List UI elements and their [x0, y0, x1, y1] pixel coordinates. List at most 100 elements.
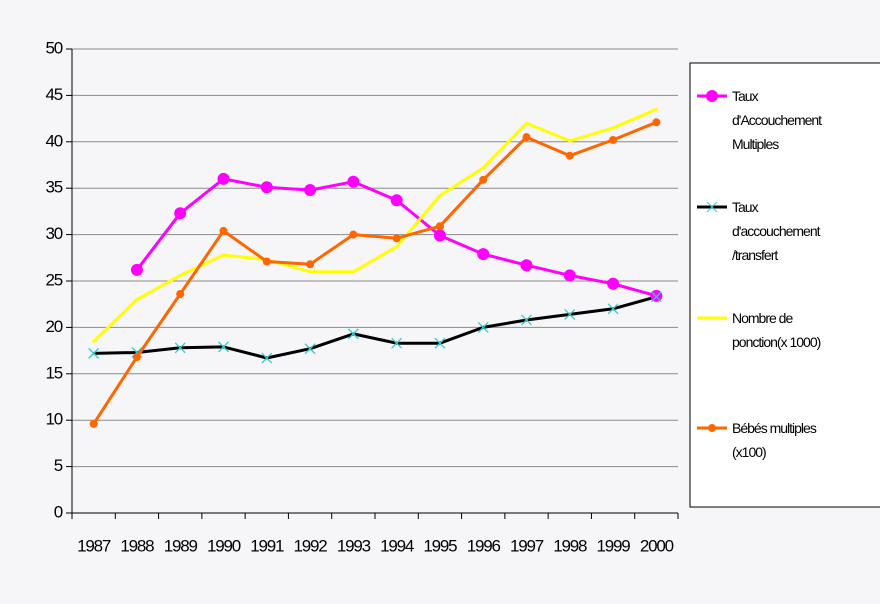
legend-label: Taux d'Accouchement Multiples: [732, 88, 822, 152]
data-point: [479, 175, 488, 184]
data-point: [564, 308, 576, 320]
x-tick-label: 1989: [164, 536, 198, 555]
data-point: [351, 270, 355, 274]
y-tick-label: 35: [45, 178, 62, 197]
data-point: [174, 342, 186, 354]
data-point: [132, 353, 141, 362]
data-point: [304, 343, 316, 355]
data-point: [481, 166, 485, 170]
x-tick-label: 1992: [294, 536, 328, 555]
x-tick-label: 1987: [77, 536, 111, 555]
data-point: [218, 341, 229, 353]
data-point: [135, 298, 139, 302]
x-tick-label: 1999: [597, 536, 631, 555]
data-point: [349, 230, 358, 239]
data-point-stroke: [650, 291, 662, 303]
data-point: [652, 118, 661, 127]
data-point: [477, 248, 490, 261]
y-tick-label: 50: [45, 38, 62, 57]
data-point: [308, 270, 312, 274]
x-tick-label: 1993: [337, 536, 371, 555]
data-point: [262, 257, 271, 266]
y-tick-label: 15: [45, 363, 62, 382]
data-point: [88, 347, 100, 359]
x-tick-label: 1990: [207, 536, 241, 555]
legend-marker: [706, 201, 718, 213]
data-point: [219, 226, 228, 235]
data-point: [92, 339, 96, 343]
data-point: [568, 139, 572, 143]
legend-box: [689, 62, 880, 508]
data-point: [438, 194, 442, 198]
y-tick-label: 0: [54, 502, 63, 521]
data-point: [611, 126, 615, 130]
data-point: [347, 328, 359, 340]
y-tick-label: 45: [45, 85, 62, 104]
data-point: [130, 263, 143, 276]
data-point-stroke: [218, 341, 229, 353]
data-point: [563, 269, 576, 282]
data-point: [521, 314, 532, 326]
x-tick-label: 1988: [120, 536, 154, 555]
data-point-stroke: [564, 308, 576, 320]
data-point: [347, 175, 360, 188]
series-line: [92, 120, 657, 425]
data-point-stroke: [391, 337, 403, 349]
data-point: [304, 184, 317, 197]
x-tick-label: 1994: [380, 536, 414, 555]
data-point: [522, 133, 531, 142]
data-point: [434, 337, 446, 349]
data-point-stroke: [477, 321, 489, 333]
x-tick-label: 1997: [510, 536, 544, 555]
series-line: [93, 295, 657, 360]
x-tick-label: 1996: [467, 536, 501, 555]
data-point: [520, 259, 533, 272]
data-point: [306, 260, 315, 269]
data-point: [477, 321, 489, 333]
series-line: [92, 107, 657, 343]
data-point: [217, 172, 230, 185]
legend-marker: [706, 90, 718, 102]
data-point-stroke: [607, 303, 619, 315]
data-point-stroke: [174, 342, 186, 354]
y-tick-label: 30: [45, 224, 62, 243]
data-point-stroke: [261, 352, 273, 364]
data-point: [607, 303, 619, 315]
data-point: [433, 229, 446, 242]
data-point-stroke: [521, 314, 532, 326]
x-tick-label: 1998: [553, 536, 587, 555]
data-point: [525, 121, 528, 125]
legend-marker: [708, 424, 716, 432]
data-point-stroke: [347, 328, 359, 340]
data-point: [174, 207, 187, 220]
x-tick-label: 1991: [250, 536, 284, 555]
data-point-stroke: [88, 347, 100, 359]
legend-label: Nombre de ponction(x 1000): [732, 310, 821, 350]
data-point-stroke: [434, 337, 446, 349]
data-point: [650, 291, 662, 303]
legend-label: Taux d'accouchement /transfert: [732, 199, 821, 263]
data-point: [390, 194, 403, 207]
y-tick-label: 5: [54, 456, 63, 475]
x-tick-label: 2000: [640, 536, 674, 555]
x-tick-label: 1995: [423, 536, 457, 555]
data-point: [222, 253, 225, 257]
data-point: [395, 245, 399, 249]
data-point: [435, 222, 444, 231]
y-tick-label: 10: [45, 410, 62, 429]
data-point: [261, 352, 273, 364]
y-tick-label: 40: [45, 131, 62, 150]
data-point: [392, 234, 401, 243]
data-point: [650, 289, 663, 302]
data-point: [565, 151, 574, 160]
data-point: [260, 181, 273, 194]
legend-label: Bébés multiples (x100): [732, 420, 817, 460]
data-point: [178, 273, 182, 277]
data-point: [176, 289, 185, 298]
data-point: [391, 337, 403, 349]
y-tick-label: 20: [45, 317, 62, 336]
data-point: [89, 419, 98, 428]
data-point: [654, 107, 658, 111]
